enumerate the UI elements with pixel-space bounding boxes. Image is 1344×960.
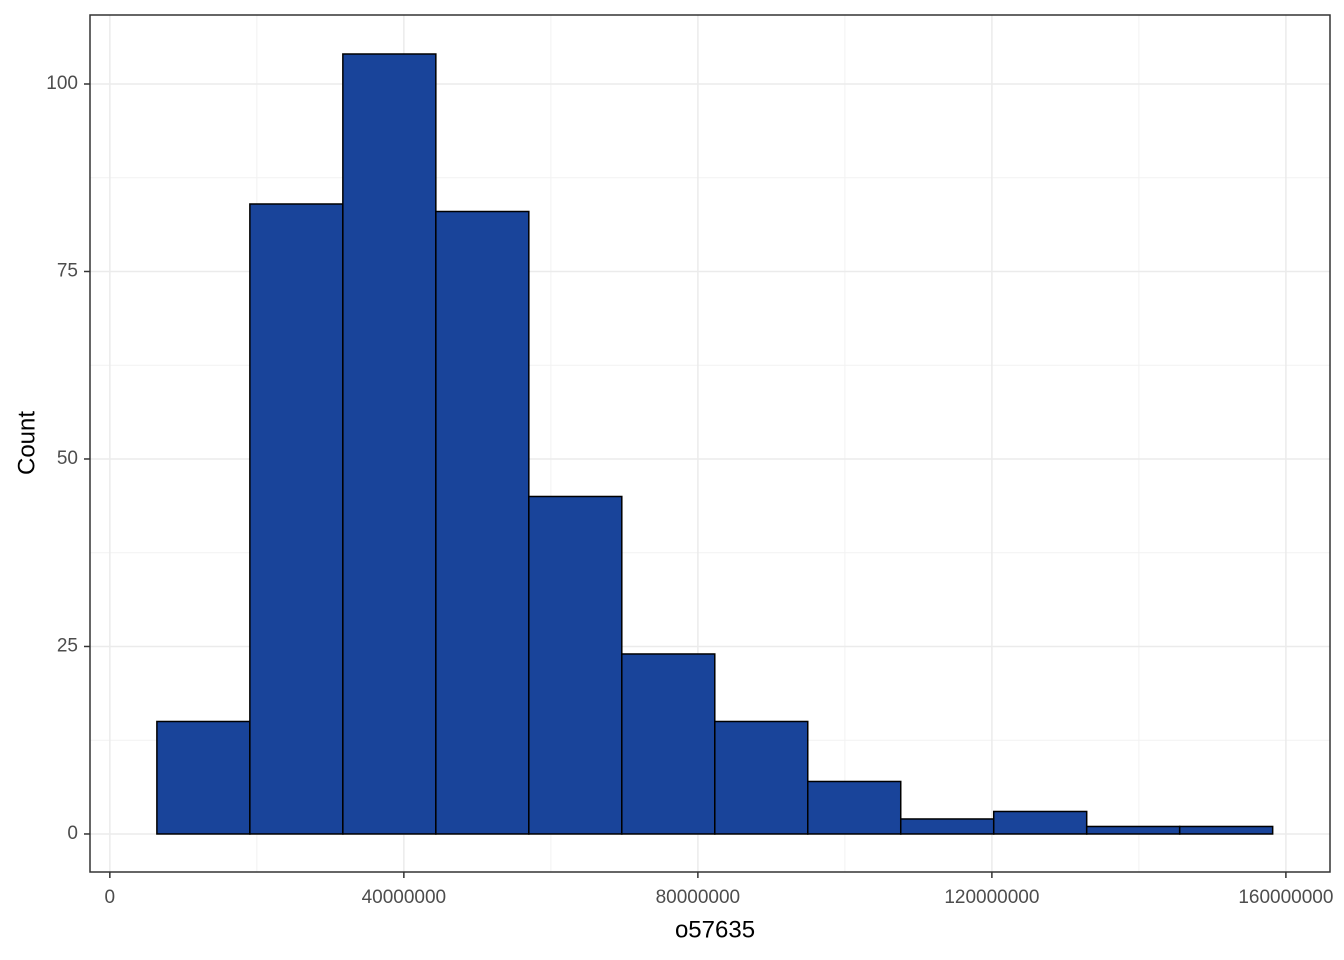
bar <box>435 210 530 835</box>
y-tick-label: 50 <box>57 448 78 469</box>
bar <box>1085 825 1181 835</box>
bar <box>807 780 902 835</box>
x-tick-label: 120000000 <box>944 887 1039 908</box>
bar <box>342 53 437 835</box>
x-tick-label: 0 <box>105 887 116 908</box>
bar <box>621 653 716 835</box>
panel-border <box>89 14 1331 873</box>
bar <box>714 720 809 835</box>
x-axis-title: o57635 <box>675 916 755 943</box>
bar <box>249 203 344 835</box>
y-tick-label: 100 <box>46 73 78 94</box>
bar <box>156 720 251 835</box>
x-tick-label: 160000000 <box>1238 887 1333 908</box>
y-tick-label: 25 <box>57 635 78 656</box>
x-tick-label: 40000000 <box>362 887 447 908</box>
y-tick-label: 75 <box>57 261 78 282</box>
bar <box>1178 825 1274 835</box>
bar <box>899 818 995 835</box>
x-tick-label: 80000000 <box>656 887 741 908</box>
y-axis-title: Count <box>13 411 40 475</box>
bar <box>992 810 1088 835</box>
y-tick-label: 0 <box>67 823 78 844</box>
bar <box>528 495 623 835</box>
